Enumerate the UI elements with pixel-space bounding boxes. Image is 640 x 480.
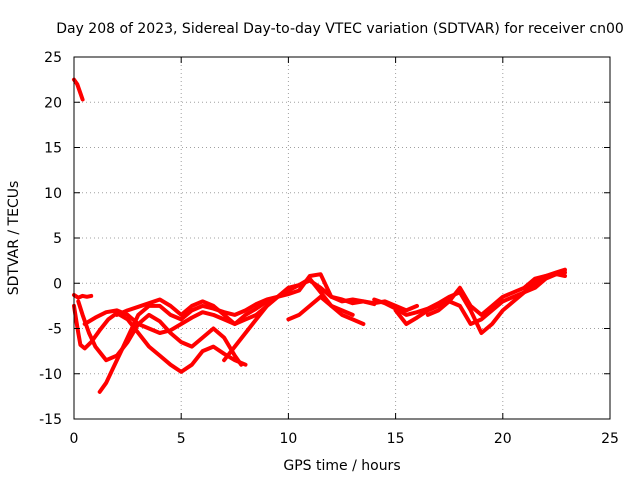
y-tick-label: -15: [39, 412, 62, 428]
series-trace-8: [222, 278, 377, 363]
y-tick-label: 10: [44, 186, 62, 202]
x-tick-label: 20: [494, 431, 512, 447]
chart-title: Day 208 of 2023, Sidereal Day-to-day VTE…: [56, 21, 624, 37]
x-tick-label: 0: [70, 431, 79, 447]
series-trace-4: [76, 299, 244, 367]
series-trace-1: [72, 77, 85, 102]
y-tick-label: 25: [44, 50, 62, 66]
series-trace-10: [372, 267, 567, 335]
x-tick-label: 25: [601, 431, 619, 447]
y-axis-label: SDTVAR / TECUs: [6, 181, 22, 296]
y-tick-label: 15: [44, 141, 62, 157]
y-tick-label: -5: [48, 322, 62, 338]
x-tick-label: 15: [387, 431, 405, 447]
tick-label-layer: 0 5 10 15 20 25 -15 -10 -5 0 5 10 15 20 25: [39, 50, 619, 447]
y-tick-label: 20: [44, 95, 62, 111]
series-trace-9: [286, 294, 355, 322]
x-tick-label: 5: [177, 431, 186, 447]
series-layer: [72, 77, 567, 394]
y-tick-label: 5: [53, 231, 62, 247]
series-trace-12: [425, 272, 567, 317]
y-tick-label: 0: [53, 276, 62, 292]
grid-layer: [74, 57, 610, 419]
series-trace-6: [82, 290, 291, 335]
x-axis-label: GPS time / hours: [283, 458, 400, 474]
series-trace-2: [72, 293, 94, 300]
series-trace-11: [393, 270, 567, 326]
y-tick-label: -10: [39, 367, 62, 383]
series-trace-3: [72, 303, 248, 374]
tick-layer: [73, 56, 611, 420]
x-tick-label: 10: [279, 431, 297, 447]
